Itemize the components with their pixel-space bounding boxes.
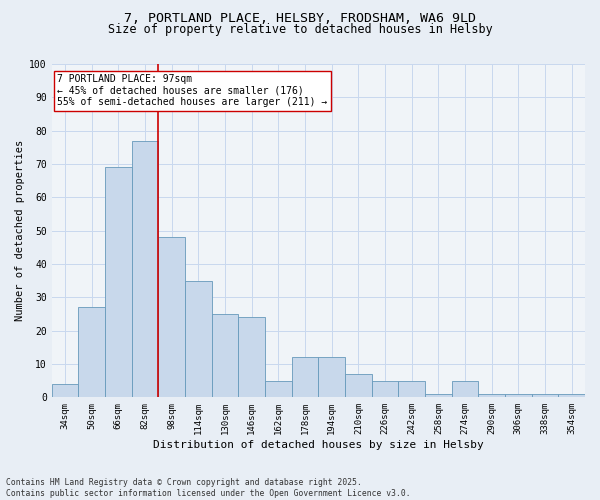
Bar (265, 380, 292, 398)
Bar (452, 380, 478, 398)
Bar (532, 394, 559, 398)
Bar (505, 394, 532, 398)
Bar (371, 380, 398, 398)
Y-axis label: Number of detached properties: Number of detached properties (15, 140, 25, 322)
Text: 7 PORTLAND PLACE: 97sqm
← 45% of detached houses are smaller (176)
55% of semi-d: 7 PORTLAND PLACE: 97sqm ← 45% of detache… (57, 74, 327, 107)
Bar (105, 168, 131, 398)
Text: 7, PORTLAND PLACE, HELSBY, FRODSHAM, WA6 9LD: 7, PORTLAND PLACE, HELSBY, FRODSHAM, WA6… (124, 12, 476, 26)
Bar (158, 238, 185, 398)
X-axis label: Distribution of detached houses by size in Helsby: Distribution of detached houses by size … (153, 440, 484, 450)
Bar (425, 394, 452, 398)
Bar (398, 380, 425, 398)
Bar (478, 394, 505, 398)
Bar (292, 358, 319, 398)
Text: Contains HM Land Registry data © Crown copyright and database right 2025.
Contai: Contains HM Land Registry data © Crown c… (6, 478, 410, 498)
Bar (79, 308, 105, 398)
Bar (319, 358, 345, 398)
Bar (185, 280, 212, 398)
Bar (212, 314, 238, 398)
Bar (559, 394, 585, 398)
Bar (131, 140, 158, 398)
Bar (238, 318, 265, 398)
Bar (345, 374, 371, 398)
Bar (52, 384, 79, 398)
Text: Size of property relative to detached houses in Helsby: Size of property relative to detached ho… (107, 22, 493, 36)
